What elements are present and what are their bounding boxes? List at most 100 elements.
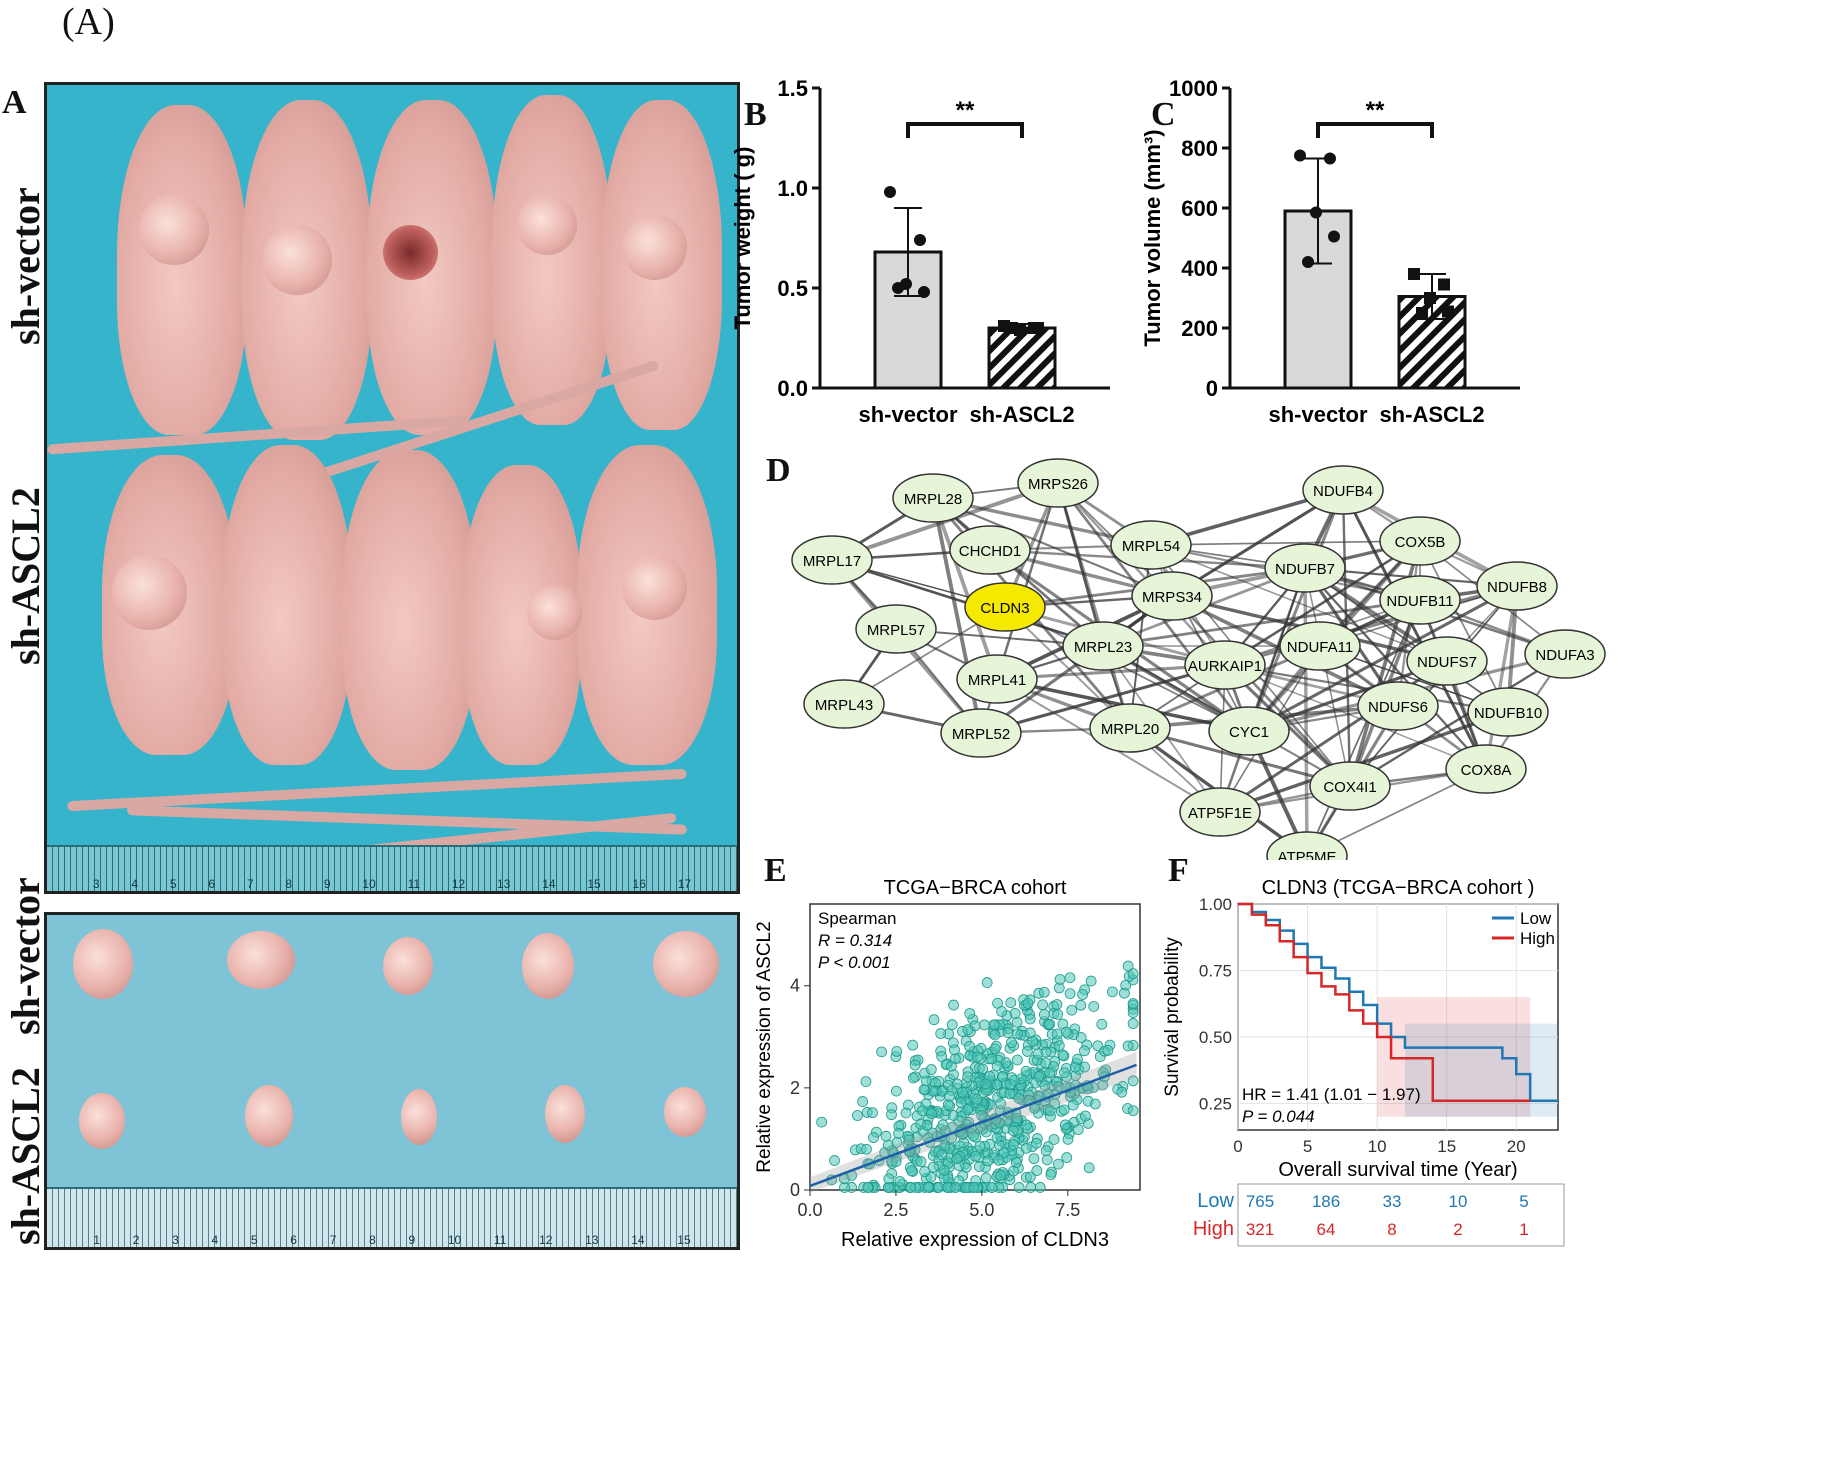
network-node-label: NDUFA11	[1287, 639, 1353, 656]
ruler-tick-label: 5	[250, 1233, 258, 1247]
network-node-label: CYC1	[1229, 724, 1269, 741]
scatter-point	[1079, 1061, 1090, 1073]
ruler	[47, 845, 737, 891]
ruler-tick-label: 11	[407, 877, 421, 891]
ruler-tick-label: 11	[493, 1233, 507, 1247]
scatter-point	[1002, 1027, 1014, 1038]
x-tick-label: 15	[1437, 1137, 1456, 1156]
scatter-point	[1037, 999, 1049, 1011]
scatter-point	[1033, 1071, 1045, 1082]
y-tick-label: 0.5	[777, 276, 808, 301]
y-tick-label: 200	[1181, 316, 1218, 341]
scatter-point	[1013, 1182, 1025, 1193]
significance-label: **	[1366, 97, 1385, 124]
scatter-point	[1077, 989, 1089, 1000]
scatter-point	[949, 1044, 960, 1056]
ruler-tick-label: 2	[132, 1233, 140, 1247]
network-node	[1017, 458, 1099, 508]
tumor-bump	[139, 195, 209, 265]
ruler-ticks: 3 4 5 6 7 8 9 10 11 12 13 14 15 16 17	[47, 847, 737, 891]
scatter-point	[955, 1097, 967, 1108]
scatter-point	[1089, 1098, 1101, 1110]
scatter-point	[861, 1143, 872, 1155]
tumor-sample	[401, 1089, 437, 1145]
network-node-label: COX5B	[1395, 534, 1446, 551]
scatter-point	[996, 1071, 1008, 1083]
x-tick-label: sh-ASCL2	[1379, 402, 1484, 427]
scatter-point	[1127, 1007, 1139, 1019]
x-tick-label: 5	[1303, 1137, 1312, 1156]
network-node-label: MRPL20	[1101, 721, 1159, 738]
mice-photo: 3 4 5 6 7 8 9 10 11 12 13 14 15 16 17	[44, 82, 740, 894]
data-point	[1408, 268, 1420, 280]
ruler-tick-label: 16	[632, 877, 646, 891]
scatter-point	[876, 1046, 888, 1058]
scatter-point	[951, 1153, 963, 1165]
scatter-point	[900, 1107, 912, 1119]
scatter-point	[1000, 1057, 1012, 1069]
network-node	[1379, 516, 1461, 566]
scatter-point	[946, 1019, 958, 1031]
ruler-tick-label: 8	[369, 1233, 376, 1247]
network-edge	[931, 497, 999, 680]
scatter-point	[1038, 1009, 1050, 1020]
scatter-point	[1034, 1182, 1046, 1193]
x-axis-label: Overall survival time (Year)	[1278, 1159, 1517, 1180]
risk-table: Low 765 186 33 10 5 High 321 64 8 2 1	[1193, 1183, 1565, 1247]
scatter-point	[1022, 998, 1034, 1009]
scatter-point	[1044, 1018, 1056, 1030]
scatter-point	[1062, 1133, 1074, 1145]
x-axis-label: Relative expression of CLDN3	[841, 1229, 1109, 1251]
data-point	[1324, 152, 1336, 165]
ruler-tick-label: 12	[451, 877, 466, 891]
panel-d-network: MRPL28 MRPS26 CHCHD1 MRPL17 MRPL54 CLDN3 MRPS3…	[791, 458, 1606, 860]
network-node-label: NDUFB4	[1313, 483, 1373, 500]
risk-count: 10	[1449, 1192, 1468, 1211]
network-node	[1406, 636, 1488, 686]
scatter-point	[1127, 1105, 1139, 1117]
scatter-point	[1088, 1001, 1100, 1012]
scatter-point	[1064, 972, 1076, 984]
scatter-point	[862, 1182, 874, 1193]
network-node	[1208, 706, 1290, 756]
risk-count: 33	[1383, 1192, 1402, 1211]
network-node	[956, 654, 1038, 704]
stat-text: R = 0.314	[818, 931, 892, 950]
network-node	[1089, 703, 1171, 753]
scatter-point	[1009, 1008, 1021, 1019]
network-edge	[1341, 489, 1488, 770]
scatter-point	[1005, 997, 1017, 1009]
mouse-image	[342, 450, 477, 770]
ruler-tick-label: 13	[497, 877, 511, 891]
scatter-point	[988, 1019, 1000, 1031]
y-axis-label: Tumor volume (mm³)	[1140, 129, 1165, 346]
risk-group-label: High	[1193, 1218, 1234, 1240]
x-tick-label: 20	[1507, 1137, 1526, 1156]
scatter-point	[968, 1182, 980, 1193]
risk-count: 64	[1317, 1220, 1336, 1239]
network-node	[791, 535, 873, 585]
scatter-point	[948, 999, 959, 1011]
scatter-point	[989, 1043, 1001, 1055]
panel-b-label: B	[744, 96, 767, 133]
scatter-point	[922, 1181, 934, 1193]
y-tick-label: 1.00	[1199, 895, 1232, 914]
network-node-label: NDUFB11	[1386, 593, 1453, 610]
scatter-point	[1031, 1165, 1043, 1176]
network-node	[1379, 575, 1461, 625]
scatter-point	[1060, 1026, 1072, 1038]
scatter-point	[1020, 1142, 1032, 1154]
y-tick-label: 0.75	[1199, 961, 1232, 980]
scatter-point	[1025, 1182, 1037, 1193]
data-point	[1438, 278, 1450, 291]
scatter-point	[1122, 960, 1134, 972]
p-text: P = 0.044	[1242, 1107, 1315, 1126]
network-edge	[995, 482, 1060, 680]
scatter-point	[1067, 1099, 1079, 1111]
tumor-sample	[545, 1085, 585, 1143]
data-point	[1310, 206, 1322, 219]
scatter-point	[1127, 1018, 1139, 1029]
y-tick-label: 0	[790, 1180, 800, 1200]
scatter-point	[962, 1024, 974, 1036]
ruler-tick-label: 5	[169, 877, 177, 891]
